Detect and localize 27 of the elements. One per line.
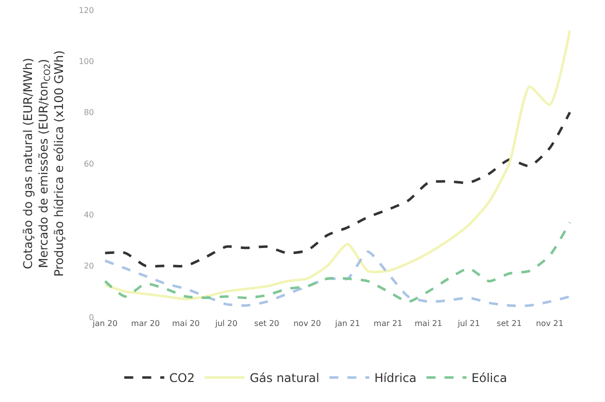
x-tick-label: jan 21 <box>334 319 360 328</box>
x-tick-label: set 21 <box>496 319 522 328</box>
x-tick-label: jul 20 <box>214 319 238 328</box>
y-tick-label: 120 <box>78 6 94 15</box>
line-series <box>104 29 572 300</box>
line-series <box>104 221 572 303</box>
x-tick-label: nov 21 <box>536 319 564 328</box>
x-tick-label: jul 21 <box>456 319 480 328</box>
y-tick-label: 60 <box>84 159 94 168</box>
x-tick-label: mai 21 <box>414 319 442 328</box>
legend-label: Eólica <box>472 371 508 386</box>
y-tick-label: 80 <box>84 108 94 118</box>
line-series <box>104 111 572 268</box>
x-tick-label: jan 20 <box>92 319 118 328</box>
y-tick-label: 20 <box>84 262 94 271</box>
y-tick-label: 40 <box>84 210 94 220</box>
x-tick-label: mar 20 <box>131 319 160 328</box>
x-tick-label: nov 20 <box>293 319 321 328</box>
legend-label: CO2 <box>169 371 195 386</box>
x-tick-label: set 20 <box>254 319 280 328</box>
y-tick-label: 0 <box>88 312 94 322</box>
y-tick-label: 100 <box>78 56 94 66</box>
x-tick-label: mar 21 <box>374 319 402 328</box>
legend-label: Hídrica <box>374 371 417 386</box>
legend-label: Gás natural <box>250 371 320 386</box>
line-series <box>104 250 572 307</box>
x-tick-label: mai 20 <box>172 319 200 328</box>
